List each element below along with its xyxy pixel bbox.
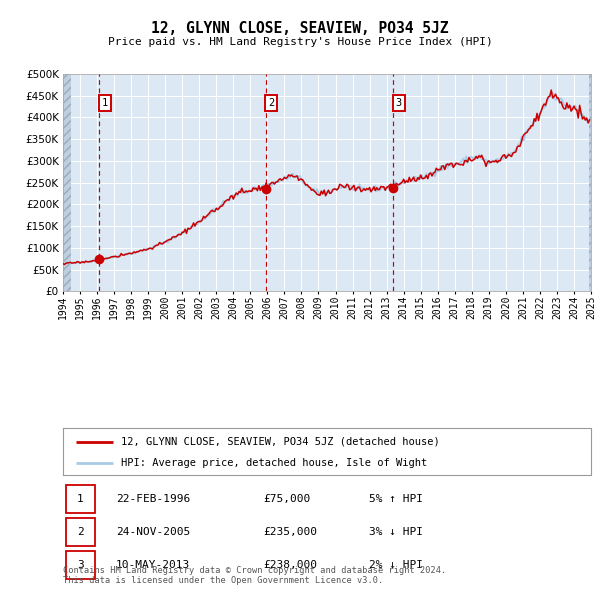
Text: 3: 3 bbox=[395, 98, 402, 108]
Text: £75,000: £75,000 bbox=[263, 494, 311, 504]
FancyBboxPatch shape bbox=[65, 552, 95, 579]
FancyBboxPatch shape bbox=[65, 519, 95, 546]
Text: 2% ↓ HPI: 2% ↓ HPI bbox=[369, 560, 423, 570]
Text: 2: 2 bbox=[77, 527, 83, 537]
Text: £235,000: £235,000 bbox=[263, 527, 317, 537]
FancyBboxPatch shape bbox=[65, 486, 95, 513]
Text: 5% ↑ HPI: 5% ↑ HPI bbox=[369, 494, 423, 504]
Text: £238,000: £238,000 bbox=[263, 560, 317, 570]
Bar bbox=[589, 74, 594, 291]
Text: 12, GLYNN CLOSE, SEAVIEW, PO34 5JZ: 12, GLYNN CLOSE, SEAVIEW, PO34 5JZ bbox=[151, 21, 449, 35]
Text: 12, GLYNN CLOSE, SEAVIEW, PO34 5JZ (detached house): 12, GLYNN CLOSE, SEAVIEW, PO34 5JZ (deta… bbox=[121, 437, 440, 447]
Text: HPI: Average price, detached house, Isle of Wight: HPI: Average price, detached house, Isle… bbox=[121, 458, 427, 468]
Text: 1: 1 bbox=[102, 98, 108, 108]
Text: Price paid vs. HM Land Registry's House Price Index (HPI): Price paid vs. HM Land Registry's House … bbox=[107, 37, 493, 47]
Text: 3% ↓ HPI: 3% ↓ HPI bbox=[369, 527, 423, 537]
Text: 1: 1 bbox=[77, 494, 83, 504]
Bar bbox=[63, 74, 71, 291]
Text: 10-MAY-2013: 10-MAY-2013 bbox=[116, 560, 190, 570]
Text: 3: 3 bbox=[77, 560, 83, 570]
Text: 24-NOV-2005: 24-NOV-2005 bbox=[116, 527, 190, 537]
Text: 22-FEB-1996: 22-FEB-1996 bbox=[116, 494, 190, 504]
Text: Contains HM Land Registry data © Crown copyright and database right 2024.
This d: Contains HM Land Registry data © Crown c… bbox=[63, 566, 446, 585]
Text: 2: 2 bbox=[268, 98, 274, 108]
